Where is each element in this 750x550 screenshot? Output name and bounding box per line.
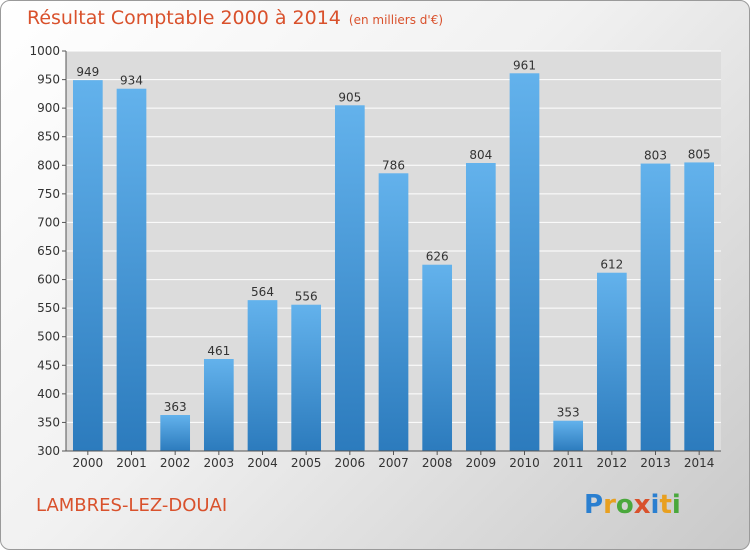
data-label: 949	[76, 65, 99, 79]
bar	[684, 162, 715, 451]
y-tick-label: 750	[37, 187, 60, 201]
x-tick-label: 2009	[466, 456, 497, 470]
y-tick-label: 950	[37, 73, 60, 87]
chart-title-text: Résultat Comptable 2000 à 2014	[27, 7, 341, 29]
logo-letter: o	[615, 490, 634, 520]
bar	[465, 163, 496, 451]
x-tick-label: 2011	[553, 456, 584, 470]
y-tick-label: 600	[37, 273, 60, 287]
y-tick-label: 350	[37, 415, 60, 429]
y-tick-label: 700	[37, 215, 60, 229]
data-label: 626	[426, 250, 449, 264]
data-label: 804	[469, 148, 492, 162]
y-tick-label: 1000	[29, 44, 60, 58]
data-label: 556	[295, 290, 318, 304]
x-tick-label: 2008	[422, 456, 453, 470]
logo-letter: x	[633, 490, 651, 520]
bar	[640, 163, 671, 452]
data-labels: 949 934 363 461 564 556 905 786 626 804 961 353 612 8…	[76, 58, 710, 419]
x-tick-label: 2010	[509, 456, 540, 470]
commune-name: LAMBRES-LEZ-DOUAI	[36, 495, 228, 516]
bar	[116, 88, 147, 451]
data-label: 564	[251, 285, 274, 299]
x-tick-label: 2001	[116, 456, 147, 470]
y-tick-label: 850	[37, 130, 60, 144]
x-tick-label: 2000	[73, 456, 104, 470]
bar	[422, 264, 453, 451]
bar	[160, 415, 191, 451]
chart-title: Résultat Comptable 2000 à 2014 (en millie…	[27, 7, 443, 29]
y-tick-label: 650	[37, 244, 60, 258]
bar	[596, 272, 627, 451]
data-label: 353	[557, 406, 580, 420]
y-tick-label: 550	[37, 301, 60, 315]
x-tick-label: 2006	[335, 456, 366, 470]
bar	[334, 105, 365, 452]
x-tick-label: 2004	[247, 456, 278, 470]
logo-letter: P	[584, 490, 604, 520]
y-tick-label: 500	[37, 330, 60, 344]
bars	[72, 73, 715, 452]
bar	[72, 80, 103, 452]
data-label: 786	[382, 158, 405, 172]
logo-letter: i	[650, 490, 660, 520]
y-tick-label: 300	[37, 444, 60, 458]
data-label: 934	[120, 74, 143, 88]
chart-unit-note: (en milliers d'€)	[348, 13, 444, 27]
x-tick-label: 2014	[684, 456, 715, 470]
bar	[291, 304, 322, 451]
x-tick-label: 2007	[378, 456, 409, 470]
logo-letter: t	[659, 490, 672, 520]
bar	[553, 420, 584, 451]
proxiti-logo: Proxiti	[584, 490, 681, 520]
bar	[509, 73, 540, 452]
bar	[378, 173, 409, 452]
bar	[203, 359, 234, 451]
y-tick-label: 450	[37, 358, 60, 372]
logo-letter: i	[671, 490, 681, 520]
axes: 300 350 400 450 500 550 600 650 700 750 800 850 900 9…	[29, 44, 721, 470]
data-label: 805	[688, 147, 711, 161]
data-label: 461	[207, 344, 230, 358]
y-tick-label: 800	[37, 158, 60, 172]
logo-letter: r	[603, 490, 616, 520]
y-tick-label: 900	[37, 101, 60, 115]
x-tick-label: 2002	[160, 456, 191, 470]
data-label: 363	[164, 400, 187, 414]
x-tick-label: 2003	[204, 456, 235, 470]
data-label: 905	[338, 90, 361, 104]
data-label: 961	[513, 58, 536, 72]
x-tick-label: 2013	[640, 456, 671, 470]
x-tick-label: 2005	[291, 456, 322, 470]
data-label: 803	[644, 149, 667, 163]
x-tick-label: 2012	[597, 456, 628, 470]
y-tick-label: 400	[37, 387, 60, 401]
bar	[247, 300, 278, 451]
data-label: 612	[600, 258, 623, 272]
